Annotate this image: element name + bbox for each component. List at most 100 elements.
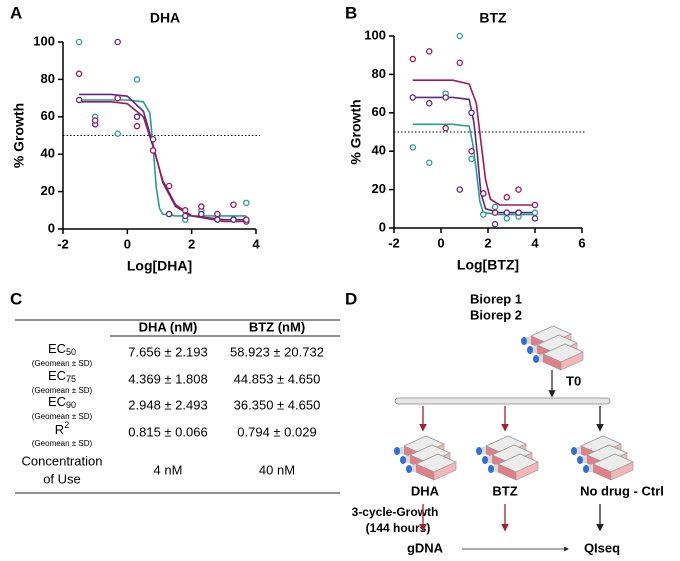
table-cell: 0.794 ± 0.029 [237, 424, 316, 439]
table-cell: 58.923 ± 20.732 [230, 344, 324, 359]
data-point [75, 96, 83, 104]
row-label: EC75 [48, 368, 76, 384]
split-bar [394, 397, 611, 405]
table-cell: 36.350 ± 4.650 [234, 397, 321, 412]
data-point [503, 215, 511, 222]
y-tick-label: 60 [372, 104, 386, 119]
data-point [480, 211, 487, 218]
data-point [114, 130, 121, 137]
data-point [425, 99, 433, 107]
y-tick-label: 40 [41, 146, 55, 161]
data-point [468, 109, 475, 117]
y-tick-label: 20 [372, 181, 386, 196]
table-cell: 4.369 ± 1.808 [128, 371, 207, 386]
panel-label: A [10, 3, 22, 22]
data-point [531, 209, 539, 216]
y-tick-label: 20 [41, 183, 55, 198]
row-note: (Geomean ± SD) [32, 386, 93, 395]
data-point [480, 190, 487, 197]
table: DHA (nM) BTZ (nM) EC50 (Geomean ± SD) 7.… [15, 319, 340, 494]
data-point [114, 38, 121, 46]
timepoint-label: T0 [566, 373, 581, 388]
data-point [149, 135, 157, 143]
data-point [491, 203, 499, 211]
y-tick-label: 0 [379, 219, 386, 234]
data-point [531, 215, 539, 222]
data-point [133, 113, 141, 121]
growth-label: (144 hours) [366, 521, 431, 535]
data-point [165, 210, 173, 218]
biorep-label: Biorep 1 [470, 291, 522, 306]
data-point [515, 186, 522, 193]
x-tick-label: 2 [188, 236, 195, 251]
data-point [425, 159, 433, 166]
output-label: QIseq [584, 540, 620, 555]
data-point [531, 201, 539, 209]
data-point [243, 199, 250, 207]
x-axis-label: Log[BTZ] [457, 257, 519, 273]
table-cell: 2.948 ± 2.493 [128, 397, 207, 412]
chart-title: DHA [150, 10, 180, 26]
data-point [114, 94, 121, 102]
data-point [468, 147, 475, 155]
data-point [133, 76, 141, 83]
fit-curve [79, 99, 247, 217]
table-cell: 4 nM [154, 462, 183, 477]
data-point [181, 212, 189, 220]
data-point [503, 209, 511, 216]
data-point [456, 186, 464, 193]
table-header: DHA (nM) [139, 319, 198, 334]
data-point [442, 124, 449, 132]
data-point [181, 207, 189, 214]
data-point [198, 210, 205, 218]
arm-label: No drug - Ctrl [580, 483, 664, 498]
data-point [491, 220, 499, 228]
biorep-label: Biorep 2 [470, 307, 522, 322]
fit-curve [79, 101, 247, 223]
output-label: gDNA [407, 540, 444, 555]
table-cell: 7.656 ± 2.193 [128, 344, 207, 359]
data-point [133, 122, 141, 130]
data-point [409, 144, 417, 151]
y-tick-label: 100 [364, 27, 386, 42]
data-point [75, 38, 83, 46]
table-cell: 0.815 ± 0.066 [128, 424, 207, 439]
data-point [214, 210, 221, 218]
panel-label: D [345, 289, 357, 308]
fit-curve [412, 79, 535, 206]
data-point [409, 55, 417, 63]
data-point [503, 194, 511, 201]
data-point [442, 94, 449, 101]
data-point [91, 117, 99, 124]
flask-stack [521, 326, 583, 370]
flask-stack [394, 436, 456, 480]
data-point [214, 216, 221, 223]
panel-label: C [10, 289, 22, 308]
row-label: R2 [55, 420, 69, 437]
y-tick-label: 100 [33, 33, 55, 48]
data-point [468, 155, 475, 163]
panel-label: B [345, 3, 357, 22]
x-tick-label: 2 [484, 235, 491, 250]
fit-curve [79, 93, 247, 221]
y-axis-label: % Growth [348, 99, 364, 164]
data-point [230, 216, 237, 223]
chart-title: BTZ [479, 10, 507, 26]
row-note: (Geomean ± SD) [32, 439, 93, 448]
x-tick-label: -2 [388, 235, 400, 250]
data-point [149, 147, 157, 154]
data-point [409, 94, 417, 101]
flask-stack [571, 436, 633, 480]
table-header: BTZ (nM) [249, 319, 305, 334]
row-note: (Geomean ± SD) [32, 412, 93, 421]
flask-stack [476, 436, 538, 480]
x-tick-label: 4 [252, 236, 260, 251]
y-tick-label: 40 [372, 143, 386, 158]
x-tick-label: -2 [57, 236, 69, 251]
row-label: Concentration [22, 453, 103, 468]
x-tick-label: 6 [578, 235, 585, 250]
fit-curve [412, 123, 535, 216]
data-point [491, 209, 499, 216]
